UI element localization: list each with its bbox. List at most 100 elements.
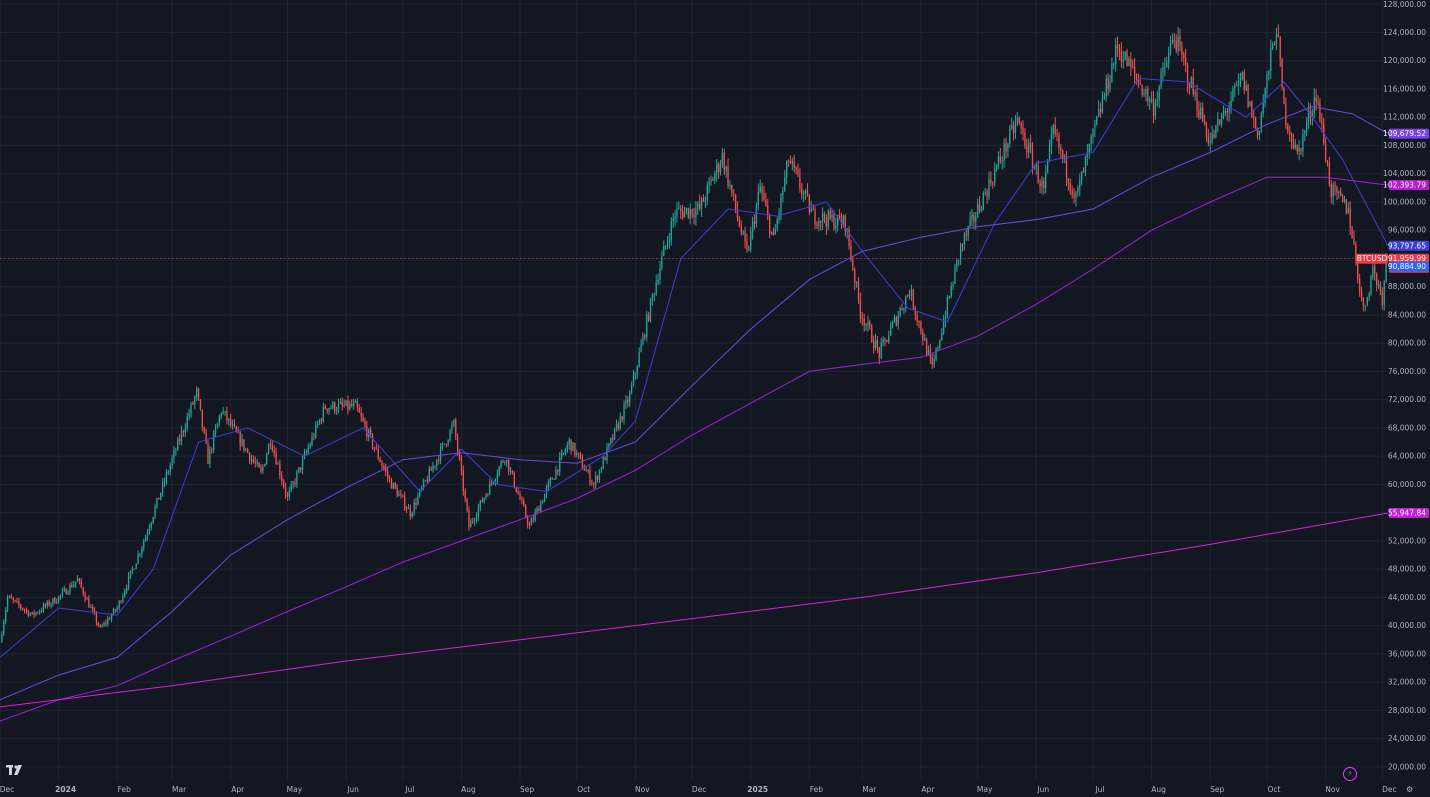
candle-down (838, 214, 841, 220)
candle-up (73, 584, 75, 588)
candle-up (143, 541, 145, 549)
candle-down (48, 601, 50, 606)
candle-down (872, 342, 875, 349)
candle-down (271, 444, 273, 451)
candle-up (504, 461, 506, 463)
candle-down (871, 326, 873, 343)
candle-up (905, 296, 907, 308)
candle-up (941, 333, 943, 340)
candle-down (20, 604, 22, 608)
candle-down (814, 209, 816, 225)
bolt-icon[interactable]: ⚡ (1343, 767, 1357, 781)
candle-up (161, 482, 164, 493)
candle-down (1381, 291, 1383, 305)
candle-up (309, 444, 311, 448)
candle-down (793, 161, 795, 168)
candle-down (1345, 199, 1348, 213)
candle-up (867, 321, 869, 326)
candle-down (1133, 66, 1136, 74)
tradingview-logo-icon[interactable] (6, 764, 26, 776)
candle-up (1294, 144, 1297, 148)
candle-up (666, 241, 669, 246)
candle-up (780, 194, 782, 213)
candle-up (935, 348, 937, 360)
candle-down (455, 420, 457, 437)
candle-up (988, 178, 990, 197)
candle-down (502, 461, 504, 463)
candle-down (878, 347, 880, 358)
candle-up (842, 215, 845, 226)
candle-up (1014, 122, 1017, 133)
candle-up (659, 267, 661, 280)
candle-up (1009, 128, 1011, 145)
candle-up (835, 225, 837, 229)
candle-down (300, 467, 302, 470)
candle-down (158, 497, 160, 500)
x-tick-label: Feb (118, 785, 132, 794)
candle-down (1141, 85, 1143, 95)
candle-up (1048, 146, 1051, 161)
candle-down (254, 461, 256, 464)
candle-down (334, 402, 336, 412)
candle-up (1236, 85, 1238, 87)
candle-up (186, 416, 188, 429)
candle-up (882, 339, 884, 344)
candle-up (668, 240, 671, 242)
candle-up (704, 200, 707, 202)
candle-up (288, 490, 290, 497)
candle-down (581, 457, 584, 469)
candle-down (1290, 133, 1293, 142)
candle-up (141, 548, 143, 554)
candle-down (513, 473, 516, 487)
candle-down (1285, 103, 1287, 126)
candle-down (1196, 92, 1198, 110)
candle-down (1330, 184, 1332, 198)
candle-up (855, 281, 858, 284)
candle-down (235, 426, 238, 432)
candle-up (1209, 141, 1211, 144)
candle-up (1234, 85, 1236, 89)
candle-up (163, 481, 166, 483)
candle-up (345, 400, 347, 406)
candle-down (237, 431, 239, 433)
candle-down (456, 436, 459, 452)
candle-down (912, 290, 915, 309)
candle-up (676, 208, 678, 216)
candle-down (491, 482, 493, 484)
candle-down (279, 463, 281, 476)
candle-up (1304, 131, 1306, 134)
candle-up (90, 607, 92, 609)
candle-down (744, 231, 746, 242)
candle-up (228, 418, 230, 421)
candle-down (1069, 183, 1071, 191)
candle-up (980, 210, 983, 212)
candle-down (519, 494, 521, 500)
candle-down (343, 405, 345, 407)
candle-down (795, 167, 797, 171)
y-tick-label: 68,000.00 (1388, 423, 1426, 432)
candle-down (1130, 58, 1132, 67)
candle-down (80, 580, 82, 588)
candle-up (209, 449, 211, 464)
candle-up (156, 497, 158, 507)
candle-down (364, 421, 366, 426)
y-tick-label: 124,000.00 (1383, 28, 1426, 37)
candle-up (534, 512, 536, 521)
x-tick-label: Jun (346, 785, 359, 794)
candle-up (352, 402, 355, 407)
candle-up (152, 516, 154, 523)
settings-icon[interactable]: ⚙ (1406, 785, 1414, 794)
candle-down (731, 184, 733, 193)
candle-down (570, 439, 572, 451)
x-tick-label: Sep (520, 785, 534, 794)
candle-up (498, 466, 500, 475)
candle-up (1245, 85, 1247, 91)
candle-up (477, 507, 480, 517)
candle-up (86, 598, 88, 600)
candle-up (975, 217, 977, 222)
candle-up (670, 221, 672, 241)
candle-up (629, 393, 631, 403)
candle-up (1169, 43, 1172, 53)
